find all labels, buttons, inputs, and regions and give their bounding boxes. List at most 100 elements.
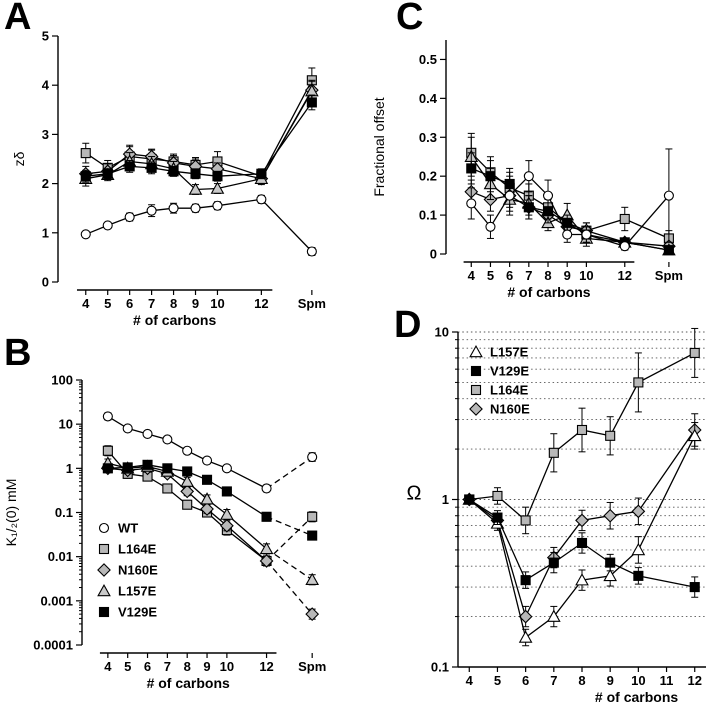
square-marker	[102, 168, 113, 179]
diamond-marker	[575, 513, 589, 528]
x-tick-label: Spm	[298, 296, 326, 311]
circle-marker	[581, 229, 592, 240]
y-tick-label: 0.3	[419, 130, 437, 145]
y-tick-label: 100	[51, 373, 73, 388]
axes: 4 5 6 7 8 9 10 12 Spm 100 10 1 0.1 0.01 0.001 0.0001	[33, 373, 326, 675]
triangle-marker	[259, 541, 274, 555]
circle-marker	[256, 194, 267, 205]
circle-marker	[619, 241, 630, 252]
triangle-marker	[180, 474, 195, 487]
x-tick-label: 4	[468, 268, 476, 283]
axes: 4 5 6 7 8 9 10 12 Spm 0 0.1 0.2 0.3 0.4 0.5	[419, 40, 683, 283]
y-tick-label: 0	[430, 247, 437, 262]
panel-label-d: D	[394, 304, 422, 346]
x-tick-label: 10	[210, 296, 224, 311]
circle-marker	[663, 190, 674, 201]
x-tick-label: 5	[494, 673, 501, 688]
series-V129E	[102, 459, 318, 541]
y-tick-label: 0.1	[431, 660, 449, 675]
circle-marker	[98, 522, 110, 534]
circle-marker	[261, 483, 272, 494]
legend-label: V129E	[490, 364, 529, 379]
square-marker	[261, 511, 272, 522]
x-tick-label: 9	[203, 659, 210, 674]
square-marker	[190, 168, 201, 179]
square-marker	[182, 466, 193, 477]
square-marker	[520, 575, 531, 586]
x-tick-label: 9	[564, 268, 571, 283]
circle-marker	[122, 423, 133, 434]
diamond-marker	[200, 502, 214, 516]
legend-label: L164E	[490, 383, 529, 398]
square-marker	[98, 543, 110, 555]
circle-marker	[124, 212, 135, 223]
square-marker	[619, 213, 630, 225]
x-tick-label: 9	[192, 296, 199, 311]
panel-b-chart: 4 5 6 7 8 9 10 12 Spm 100 10 1 0.1 0.01 0.001 0.0001 # o…	[3, 373, 326, 692]
circle-marker	[201, 455, 213, 466]
square-marker	[605, 430, 616, 441]
panel-label-a: A	[4, 0, 32, 38]
triangle-marker	[188, 182, 203, 195]
square-marker	[146, 162, 157, 173]
x-axis-title: # of carbons	[507, 284, 590, 300]
y-tick-label: 0.001	[40, 593, 73, 608]
square-marker	[633, 570, 644, 581]
y-tick-label: 10	[435, 325, 449, 340]
x-tick-label: 7	[164, 659, 171, 674]
triangle-marker	[200, 492, 214, 505]
diamond-marker	[97, 563, 111, 577]
y-tick-label: 0.4	[419, 91, 438, 106]
triangle-marker	[546, 609, 561, 622]
series-V129E	[464, 494, 700, 598]
triangle-marker	[518, 630, 533, 643]
x-tick-label: 7	[550, 673, 557, 688]
square-marker	[201, 474, 213, 485]
triangle-marker	[687, 428, 702, 442]
circle-marker	[542, 190, 554, 201]
x-tick-label: 12	[259, 659, 273, 674]
y-tick-label: 1	[66, 461, 73, 476]
circle-marker	[80, 229, 91, 240]
y-tick-label: 0.2	[419, 169, 437, 184]
square-marker	[306, 97, 317, 108]
x-tick-label: 8	[170, 296, 177, 311]
y-tick-label: 10	[59, 417, 73, 432]
circle-marker	[102, 220, 113, 231]
square-marker	[689, 347, 700, 358]
series-WT	[102, 411, 318, 494]
diamond-marker	[603, 508, 618, 523]
legend-label: V129E	[118, 605, 157, 620]
triangle-marker	[305, 572, 320, 586]
square-marker	[576, 537, 588, 549]
square-marker	[122, 462, 133, 473]
legend: L157E V129E L164E N160E	[469, 345, 530, 417]
x-tick-label: 5	[487, 268, 494, 283]
square-marker	[464, 494, 475, 505]
y-tick-label: 1	[42, 225, 49, 240]
x-tick-label: 12	[618, 268, 632, 283]
y-tick-label: 0.01	[48, 549, 73, 564]
square-marker	[212, 171, 223, 182]
x-tick-label: 7	[525, 268, 532, 283]
x-tick-label: 12	[687, 673, 701, 688]
circle-marker	[306, 246, 317, 257]
x-axis-title: # of carbons	[133, 312, 216, 328]
x-tick-label: 7	[148, 296, 155, 311]
square-marker	[307, 530, 318, 541]
legend: WT L164E N160E L157E V129E	[97, 521, 158, 620]
square-marker	[523, 202, 534, 213]
x-tick-label: 5	[104, 296, 111, 311]
y-tick-label: 0.5	[419, 52, 437, 67]
circle-marker	[190, 203, 201, 214]
triangle-marker	[603, 568, 618, 582]
diamond-marker	[518, 609, 533, 624]
square-marker	[182, 499, 193, 510]
x-tick-label: Spm	[655, 268, 683, 283]
triangle-marker	[97, 583, 111, 597]
y-axis-title: Fractional offset	[371, 97, 387, 196]
circle-marker	[523, 171, 534, 182]
y-axis-title: Ω	[407, 483, 422, 505]
